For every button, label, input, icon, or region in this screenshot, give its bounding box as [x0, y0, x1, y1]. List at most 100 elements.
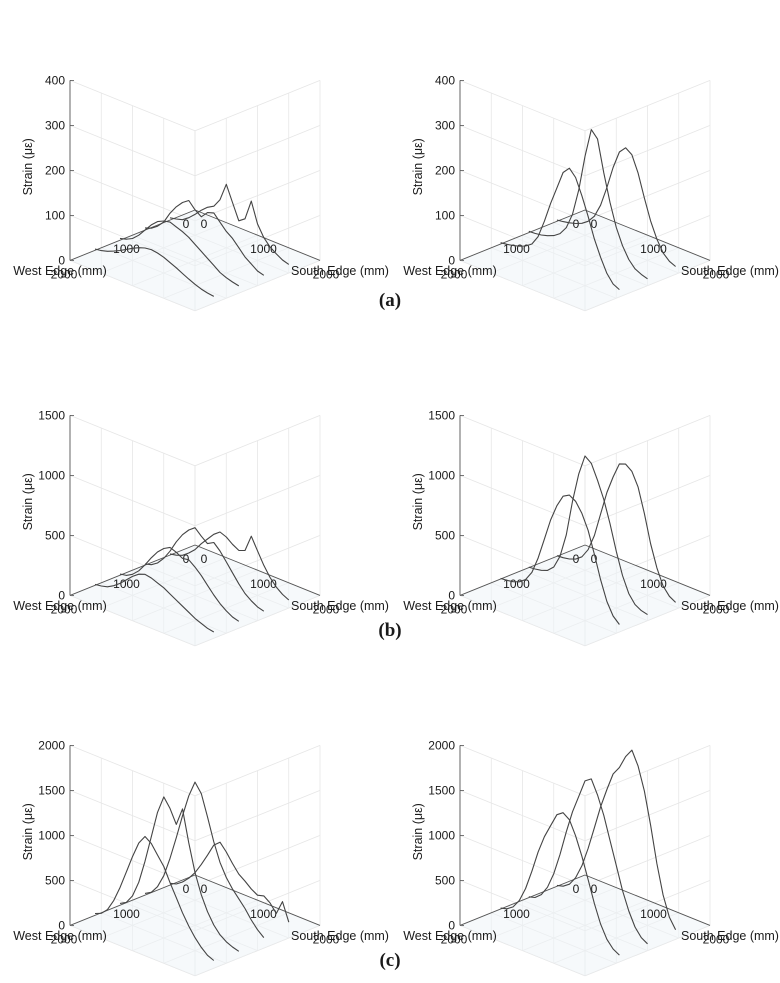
z-axis-label: Strain (με)	[21, 473, 35, 530]
x-tick-label: 2000	[703, 602, 730, 616]
gauge-line-3	[119, 796, 240, 952]
y-tick-label: 1000	[113, 577, 140, 591]
y-axis-label: West Edge (mm)	[13, 599, 107, 613]
z-tick-label: 500	[45, 873, 65, 887]
gauge-line-2	[528, 455, 648, 616]
z-tick-label: 300	[435, 118, 455, 132]
west-edge-axis	[459, 209, 586, 261]
z-tick-label: 0	[58, 253, 65, 267]
gauge-line-1	[169, 183, 290, 265]
z-tick-label: 500	[435, 873, 455, 887]
y-axis-label: West Edge (mm)	[403, 599, 497, 613]
z-tick-label: 500	[45, 528, 65, 542]
y-tick-label: 2000	[51, 602, 78, 616]
z-tick-label: 500	[435, 528, 455, 542]
y-tick-label: 0	[183, 882, 190, 896]
z-tick-label: 0	[448, 918, 455, 932]
z-tick-label: 1500	[428, 783, 455, 797]
panel-label-c: (c)	[379, 950, 401, 971]
x-tick-label: 2000	[313, 932, 340, 946]
z-tick-label: 200	[435, 163, 455, 177]
x-tick-label: 2000	[313, 602, 340, 616]
y-tick-label: 1000	[113, 907, 140, 921]
gauge-line-1	[556, 749, 677, 930]
panel-label-a: (a)	[378, 290, 402, 311]
z-axis-label: Strain (με)	[411, 138, 425, 195]
gauge-line-3	[500, 167, 620, 291]
x-tick-label: 0	[591, 552, 598, 566]
z-tick-label: 1000	[428, 828, 455, 842]
south-edge-axis	[584, 544, 711, 596]
x-tick-label: 1000	[250, 577, 277, 591]
west-edge-axis	[459, 874, 586, 926]
z-axis-label: Strain (με)	[411, 473, 425, 530]
gauge-line-2	[528, 778, 648, 945]
z-tick-label: 200	[45, 163, 65, 177]
y-tick-label: 2000	[441, 932, 468, 946]
z-tick-label: 400	[435, 73, 455, 87]
gauge-line-1	[169, 531, 290, 601]
y-axis-label: West Edge (mm)	[403, 929, 497, 943]
z-tick-label: 1500	[428, 408, 455, 422]
x-tick-label: 0	[591, 882, 598, 896]
x-tick-label: 0	[201, 552, 208, 566]
z-tick-label: 1000	[38, 468, 65, 482]
z-tick-label: 2000	[38, 738, 65, 752]
x-tick-label: 2000	[703, 932, 730, 946]
west-edge-axis	[69, 544, 196, 596]
z-tick-label: 100	[435, 208, 455, 222]
y-tick-label: 1000	[503, 907, 530, 921]
x-tick-label: 2000	[703, 267, 730, 281]
x-tick-label: 2000	[313, 267, 340, 281]
south-edge-axis	[194, 209, 321, 261]
y-tick-label: 0	[183, 217, 190, 231]
x-tick-label: 0	[201, 217, 208, 231]
x-tick-label: 1000	[250, 907, 277, 921]
gauge-line-1	[556, 147, 676, 267]
z-tick-label: 0	[448, 253, 455, 267]
gauge-line-4	[94, 247, 215, 297]
y-tick-label: 0	[573, 882, 580, 896]
z-tick-label: 1000	[428, 468, 455, 482]
gauge-line-3	[500, 812, 620, 956]
z-tick-label: 0	[58, 588, 65, 602]
z-tick-label: 1000	[38, 828, 65, 842]
z-axis-label: Strain (με)	[21, 138, 35, 195]
gauge-line-2	[528, 129, 648, 280]
gauge-line-1	[556, 463, 676, 603]
x-tick-label: 1000	[640, 242, 667, 256]
gauge-line-4	[94, 573, 215, 633]
x-axis-label: South Edge (mm)	[681, 599, 779, 613]
gauge-line-2	[144, 199, 265, 276]
west-edge-axis	[459, 544, 586, 596]
panel-label-b: (b)	[378, 620, 402, 641]
x-axis-label: South Edge (mm)	[681, 929, 779, 943]
z-tick-label: 100	[45, 208, 65, 222]
south-edge-axis	[584, 874, 711, 926]
y-axis-label: West Edge (mm)	[13, 929, 107, 943]
z-tick-label: 400	[45, 73, 65, 87]
gauge-line-4	[94, 835, 215, 961]
z-tick-label: 300	[45, 118, 65, 132]
gauge-line-3	[119, 220, 240, 287]
x-tick-label: 1000	[640, 577, 667, 591]
z-tick-label: 1500	[38, 783, 65, 797]
z-tick-label: 0	[58, 918, 65, 932]
x-axis-label: South Edge (mm)	[291, 599, 389, 613]
axes	[459, 415, 711, 596]
gauge-line-3	[500, 494, 620, 625]
z-tick-label: 1500	[38, 408, 65, 422]
axes	[69, 415, 321, 596]
z-axis-label: Strain (με)	[411, 803, 425, 860]
x-tick-label: 1000	[250, 242, 277, 256]
gauge-line-2	[144, 781, 265, 938]
x-tick-label: 1000	[640, 907, 667, 921]
y-axis-label: West Edge (mm)	[13, 264, 107, 278]
x-axis-label: South Edge (mm)	[681, 264, 779, 278]
